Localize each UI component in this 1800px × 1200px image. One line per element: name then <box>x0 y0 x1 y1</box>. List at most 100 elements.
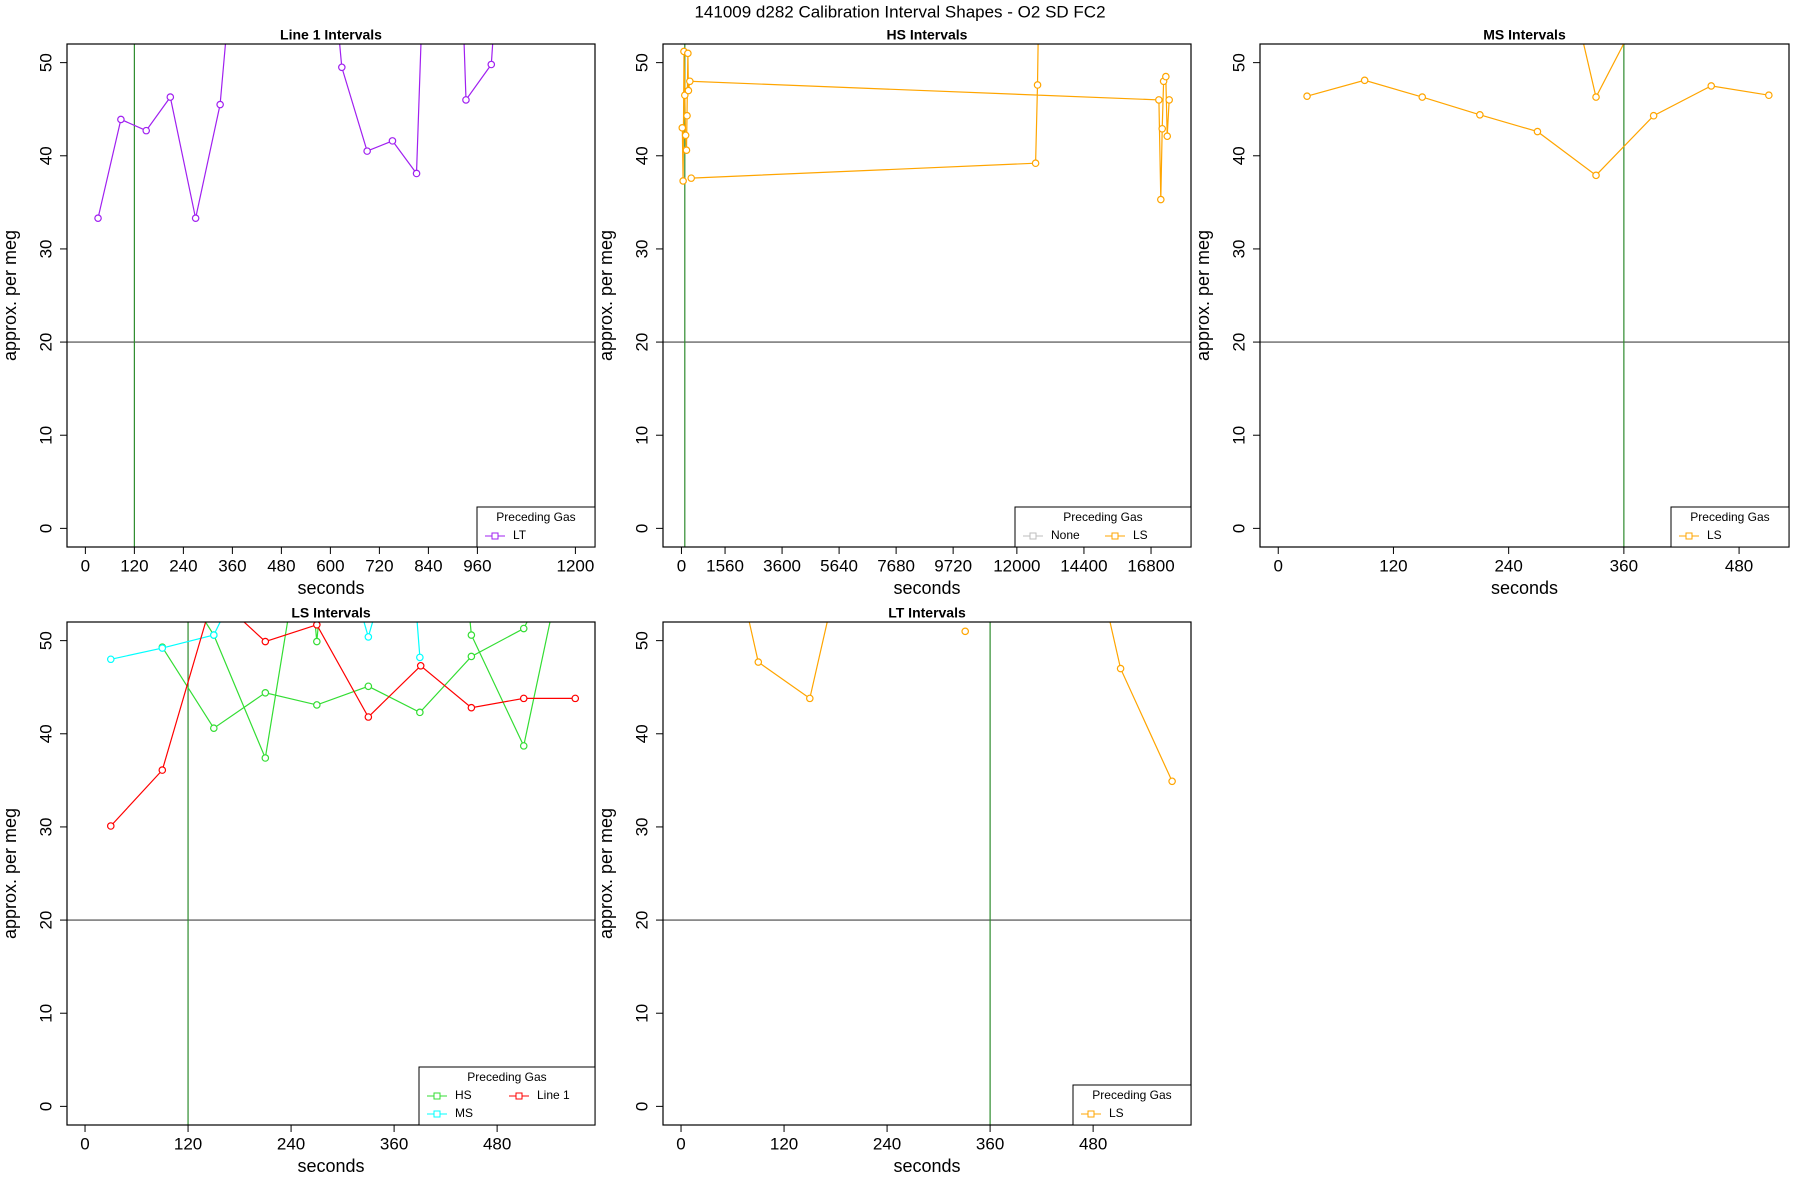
legend-box <box>476 506 596 548</box>
x-tick-label: 0 <box>676 1134 685 1153</box>
data-point <box>364 713 373 721</box>
data-point <box>1533 127 1542 136</box>
y-tick-label: 0 <box>36 524 55 533</box>
legend-label: MS <box>455 1106 473 1120</box>
data-point <box>487 60 496 69</box>
data-point <box>158 644 167 652</box>
data-point <box>678 124 687 132</box>
y-tick-label: 40 <box>36 724 55 743</box>
legend-label: None <box>1051 528 1080 542</box>
plot-frame <box>66 621 596 1126</box>
data-point <box>313 622 321 629</box>
plot-area <box>663 44 1191 547</box>
x-tick-label: 960 <box>463 556 491 575</box>
data-point <box>261 754 270 762</box>
data-point <box>683 111 691 120</box>
plot-area <box>1260 44 1789 547</box>
x-tick-label: 240 <box>169 556 197 575</box>
y-tick-label: 0 <box>1229 524 1248 533</box>
data-point <box>364 633 373 641</box>
data-point <box>210 724 218 732</box>
y-tick-label: 20 <box>632 333 651 352</box>
chart-title: Line 1 Intervals <box>280 27 382 43</box>
x-tick-label: 7680 <box>877 556 915 575</box>
y-tick-label: 10 <box>1229 426 1248 445</box>
data-point <box>158 766 167 774</box>
y-tick-label: 10 <box>632 1004 651 1023</box>
y-tick-label: 30 <box>632 817 651 836</box>
y-tick-label: 20 <box>36 911 55 930</box>
y-tick-label: 30 <box>1229 239 1248 258</box>
data-point <box>1303 92 1311 100</box>
x-tick-label: 360 <box>380 1134 408 1153</box>
x-axis-label: seconds <box>893 578 960 598</box>
x-tick-label: 12000 <box>993 556 1040 575</box>
data-point <box>571 694 580 703</box>
plot-frame <box>1259 43 1790 548</box>
x-tick-label: 480 <box>1079 1134 1107 1153</box>
legend-title: Preceding Gas <box>1063 510 1142 524</box>
x-axis-label: seconds <box>297 1156 364 1176</box>
x-tick-label: 16800 <box>1127 556 1174 575</box>
y-tick-label: 10 <box>36 1004 55 1023</box>
data-point <box>142 126 151 135</box>
legend-label: HS <box>455 1088 472 1102</box>
data-point <box>416 661 425 670</box>
legend-marker <box>1029 532 1037 540</box>
x-tick-label: 600 <box>316 556 344 575</box>
plot-area <box>67 44 595 547</box>
x-tick-label: 240 <box>277 1134 305 1153</box>
y-axis-label: approx. per meg <box>0 230 20 361</box>
x-tick-label: 720 <box>365 556 393 575</box>
data-point <box>191 214 200 222</box>
data-point <box>682 146 691 154</box>
x-tick-label: 3600 <box>763 556 801 575</box>
x-tick-label: 120 <box>1379 556 1407 575</box>
data-point <box>364 682 373 691</box>
legend-marker <box>433 1110 441 1118</box>
data-point <box>1162 72 1170 81</box>
x-tick-label: 360 <box>976 1134 1004 1153</box>
data-point <box>961 627 970 636</box>
y-tick-label: 30 <box>36 239 55 258</box>
x-tick-label: 0 <box>81 556 90 575</box>
legend-title: Preceding Gas <box>496 510 575 524</box>
data-point <box>94 214 102 222</box>
data-point <box>388 137 397 145</box>
data-point <box>106 655 115 664</box>
data-point <box>166 93 175 101</box>
x-tick-label: 14400 <box>1060 556 1107 575</box>
plot-frame <box>66 43 596 548</box>
x-axis-label: seconds <box>893 1156 960 1176</box>
y-tick-label: 20 <box>36 333 55 352</box>
data-point <box>313 701 321 709</box>
x-tick-label: 5640 <box>820 556 858 575</box>
data-point <box>1418 93 1427 101</box>
data-point <box>216 100 224 109</box>
data-point <box>1592 171 1600 180</box>
x-tick-label: 480 <box>483 1134 511 1153</box>
plot-area <box>67 622 595 1125</box>
y-tick-label: 0 <box>36 1102 55 1111</box>
data-point <box>754 658 763 666</box>
legend-title: Preceding Gas <box>1092 1088 1171 1102</box>
x-tick-label: 240 <box>1494 556 1522 575</box>
data-point <box>519 624 528 633</box>
plot-frame <box>662 621 1192 1126</box>
x-axis-label: seconds <box>297 578 364 598</box>
y-tick-label: 10 <box>632 426 651 445</box>
x-tick-label: 1560 <box>706 556 744 575</box>
data-point <box>313 637 321 646</box>
data-point <box>1168 777 1176 786</box>
data-point <box>684 49 692 58</box>
data-point <box>467 703 476 712</box>
data-point <box>1163 132 1172 141</box>
x-tick-label: 0 <box>1274 556 1283 575</box>
legend-label: LS <box>1133 528 1148 542</box>
data-point <box>1360 76 1369 85</box>
y-axis-label: approx. per meg <box>596 230 616 361</box>
data-point <box>1031 159 1040 168</box>
legend-box <box>1072 1084 1192 1126</box>
legend-label: LT <box>513 528 527 542</box>
data-point <box>1707 82 1716 90</box>
